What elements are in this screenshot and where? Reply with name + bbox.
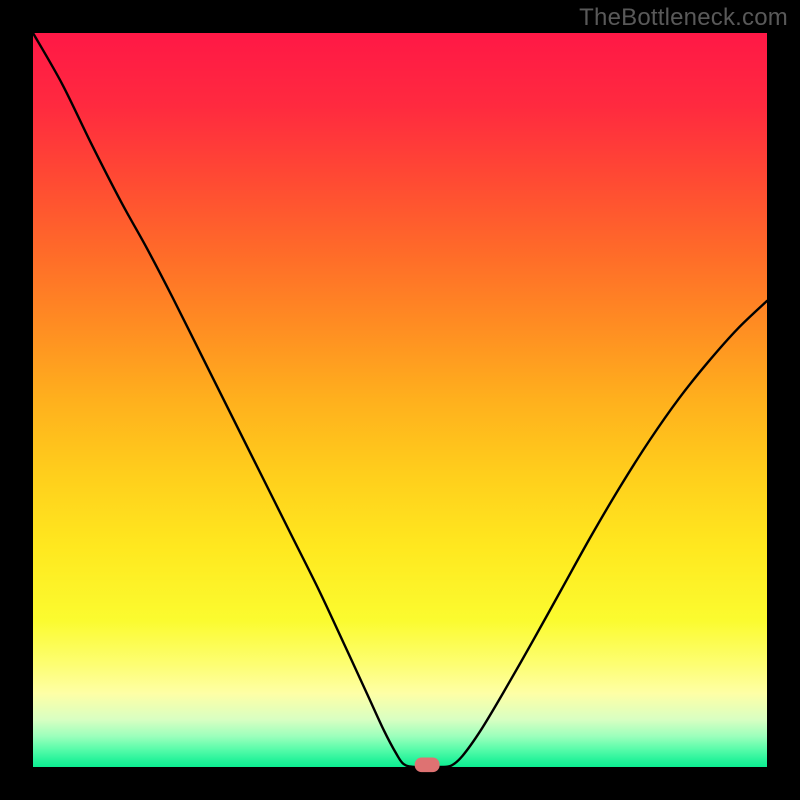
bottleneck-chart	[0, 0, 800, 800]
plot-background	[33, 33, 767, 767]
optimal-point-marker	[415, 757, 440, 772]
watermark-text: TheBottleneck.com	[579, 4, 788, 32]
